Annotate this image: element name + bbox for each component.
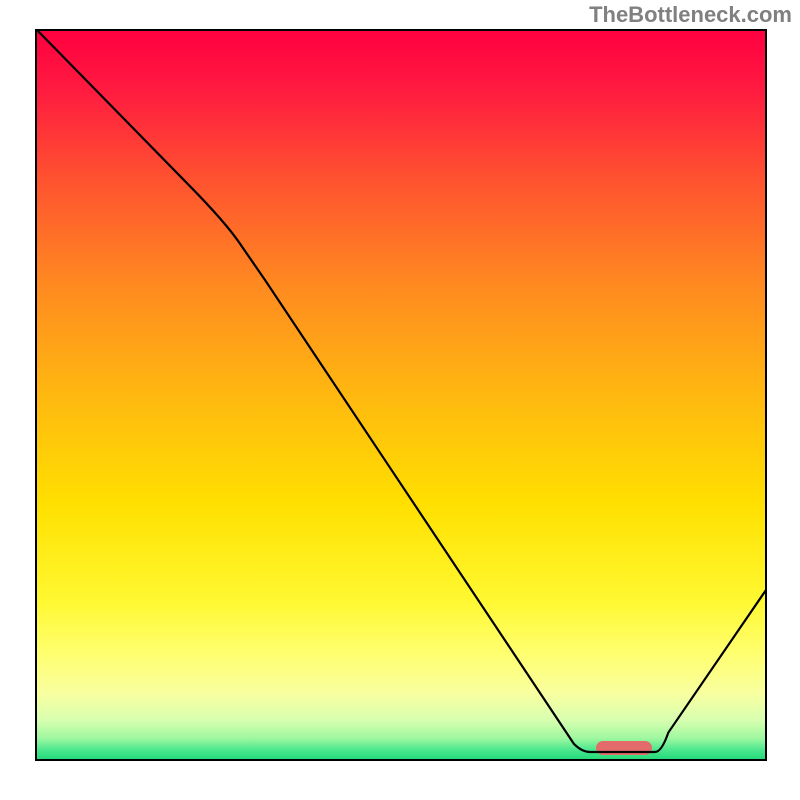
watermark-text: TheBottleneck.com	[589, 2, 792, 28]
bottleneck-chart	[0, 0, 800, 800]
chart-container: TheBottleneck.com	[0, 0, 800, 800]
